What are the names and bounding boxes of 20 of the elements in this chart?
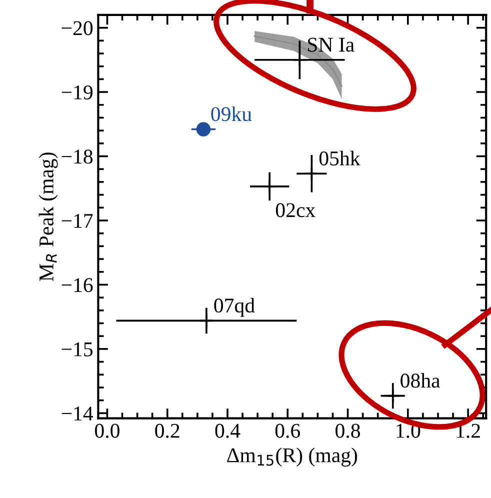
y-tick-label: −14 (62, 406, 94, 420)
series-label: 05hk (319, 150, 360, 166)
series-label: 02cx (276, 203, 316, 218)
x-tick-label: 0.8 (336, 424, 360, 438)
x-tick-label: 0.4 (215, 424, 240, 438)
x-tick-label: 0.2 (155, 424, 180, 438)
legend-label: 08ha (400, 373, 440, 388)
series-label: SN Ia (308, 38, 354, 52)
y-tick-label: −19 (62, 85, 92, 100)
y-axis-title: M$_{R}$ Peak (mag) (38, 152, 58, 282)
y-tick-label: −18 (62, 150, 93, 164)
series-label: 07qd (214, 298, 255, 317)
y-tick-label: −16 (62, 278, 93, 292)
y-tick-label: −15 (62, 342, 93, 356)
series-label: 09ku (211, 106, 252, 122)
x-axis-title: Δm$_{15}$(R) (mag) (227, 448, 358, 467)
y-tick-label: −20 (62, 21, 93, 36)
x-tick-label: 0.6 (275, 424, 300, 438)
x-tick-label: 0.0 (94, 424, 120, 438)
y-tick-label: −17 (62, 214, 93, 228)
